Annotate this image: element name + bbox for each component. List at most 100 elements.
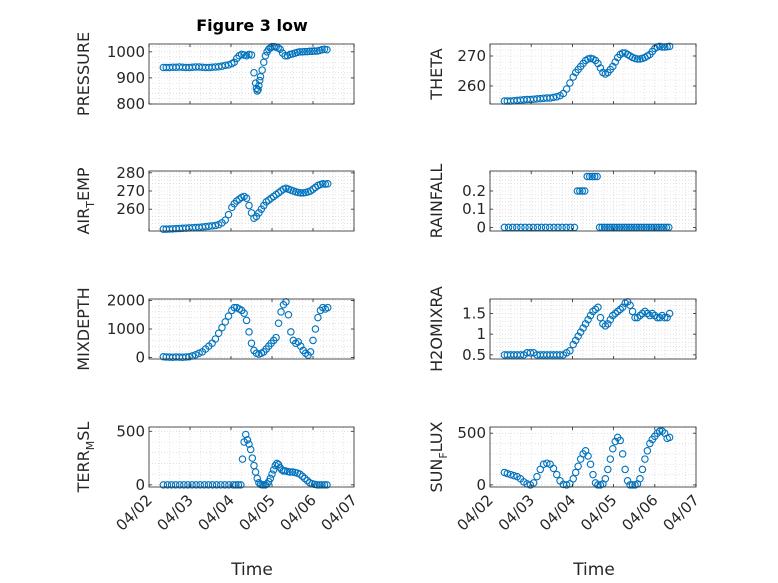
data-point — [658, 427, 666, 435]
data-point — [323, 45, 331, 54]
data-point — [253, 474, 261, 483]
data-point — [315, 481, 324, 489]
data-point — [319, 179, 327, 188]
data-point — [221, 61, 230, 70]
data-point — [299, 189, 307, 197]
x-tick-label: 04/05 — [577, 491, 620, 534]
data-point — [246, 445, 255, 454]
data-point — [581, 320, 590, 328]
data-point — [516, 351, 525, 359]
data-point — [296, 189, 305, 197]
data-point — [626, 481, 634, 489]
data-point — [584, 452, 592, 460]
subplot-1: 800 900 1000 PRESSURE — [74, 32, 355, 116]
data-point — [651, 311, 659, 320]
data-point — [613, 223, 621, 232]
data-point — [513, 223, 521, 232]
data-point — [586, 460, 595, 468]
x-tick-label: 04/07 — [660, 491, 703, 534]
data-point — [242, 430, 250, 439]
data-point — [556, 351, 564, 359]
data-point — [549, 464, 558, 473]
data-point — [658, 311, 666, 320]
data-point — [240, 309, 248, 318]
data-point — [324, 303, 332, 312]
data-point — [611, 309, 619, 318]
y-axis-label: SUNFLUX — [427, 421, 450, 492]
data-point — [562, 481, 571, 489]
data-point — [533, 223, 542, 232]
x-tick-label: 04/03 — [495, 491, 538, 534]
data-point — [296, 470, 304, 478]
data-point — [508, 223, 517, 232]
data-point — [646, 311, 654, 320]
data-point — [309, 336, 317, 345]
y-tick-label: 0 — [135, 349, 145, 367]
data-point — [589, 307, 597, 316]
x-tick-label: 04/05 — [236, 491, 279, 534]
axes-box — [489, 170, 697, 232]
data-point — [574, 462, 582, 471]
data-point — [296, 342, 305, 350]
data-point — [641, 455, 649, 463]
data-point — [301, 474, 309, 483]
data-point — [573, 187, 582, 195]
data-point — [646, 439, 654, 448]
data-series — [159, 179, 332, 233]
data-point — [665, 309, 674, 318]
data-point — [653, 429, 662, 437]
data-point — [643, 447, 652, 455]
data-point — [550, 223, 558, 232]
data-point — [637, 223, 646, 232]
data-point — [171, 481, 180, 489]
data-point — [562, 85, 571, 93]
data-point — [552, 93, 561, 101]
data-point — [230, 303, 239, 312]
data-point — [606, 455, 615, 463]
data-point — [224, 210, 233, 219]
data-point — [303, 47, 312, 56]
data-point — [576, 328, 585, 336]
data-point — [620, 223, 629, 232]
data-point — [221, 216, 230, 224]
y-tick-label: 900 — [116, 69, 145, 87]
data-point — [655, 313, 664, 322]
data-point — [635, 223, 643, 232]
y-tick-label: 0 — [135, 476, 145, 494]
data-point — [237, 481, 245, 489]
data-point — [631, 313, 639, 322]
data-point — [218, 323, 226, 332]
data-point — [277, 308, 285, 316]
y-axis-label: PRESSURE — [74, 32, 93, 116]
data-point — [569, 474, 577, 483]
data-point — [250, 68, 258, 77]
x-tick-label: 04/07 — [318, 491, 361, 534]
x-tick-label: 04/04 — [536, 491, 579, 534]
data-point — [543, 459, 551, 467]
data-point — [660, 313, 669, 322]
data-point — [657, 223, 666, 232]
y-tick-label: 0.1 — [462, 200, 486, 218]
data-point — [571, 336, 580, 345]
data-point — [272, 333, 280, 342]
data-point — [603, 223, 611, 232]
data-point — [245, 201, 253, 210]
data-point — [605, 223, 614, 232]
figure-title: Figure 3 low — [196, 16, 308, 35]
data-point — [242, 316, 251, 325]
data-point — [616, 305, 624, 314]
x-tick-label: 04/06 — [618, 491, 661, 534]
data-point — [642, 223, 651, 232]
data-point — [579, 324, 587, 332]
data-point — [554, 223, 562, 232]
data-point — [305, 47, 314, 56]
data-point — [269, 466, 278, 474]
data-point — [562, 223, 570, 232]
data-point — [254, 85, 262, 94]
x-tick-label: 04/06 — [277, 491, 320, 534]
data-point — [294, 338, 302, 346]
x-tick-label: 04/04 — [195, 491, 238, 534]
data-point — [536, 465, 545, 474]
data-point — [211, 335, 220, 343]
